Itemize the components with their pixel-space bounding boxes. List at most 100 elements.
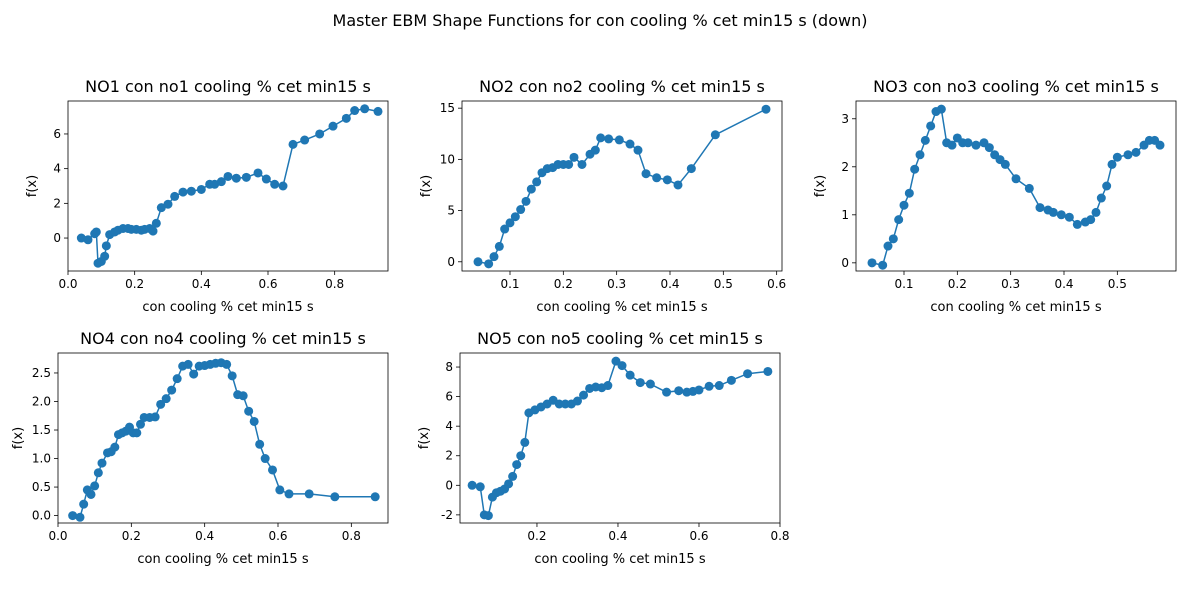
chart2-point bbox=[489, 252, 499, 262]
chart5-point bbox=[714, 381, 724, 391]
chart1-point bbox=[148, 226, 158, 236]
chart3-point bbox=[904, 188, 914, 198]
chart4-point bbox=[156, 399, 166, 409]
chart4-point bbox=[172, 374, 182, 384]
chart3-point bbox=[963, 138, 973, 148]
chart5-point bbox=[704, 381, 714, 391]
chart3-y-tick-label: 1 bbox=[841, 208, 849, 222]
chart3-point bbox=[915, 150, 925, 160]
chart5-point bbox=[603, 381, 613, 391]
chart3-x-tick-label: 0.3 bbox=[1001, 277, 1020, 291]
chart4-point bbox=[284, 489, 294, 499]
chart1-x-tick-label: 0.8 bbox=[325, 277, 344, 291]
chart3-point bbox=[1048, 207, 1058, 217]
chart2-point bbox=[633, 145, 643, 155]
chart1-x-axis-label: con cooling % cet min15 s bbox=[142, 300, 313, 315]
chart3-point bbox=[1131, 147, 1141, 157]
chart4-point bbox=[249, 416, 259, 426]
chart1-point bbox=[156, 203, 166, 213]
chart3-x-tick-label: 0.5 bbox=[1108, 277, 1127, 291]
chart4-y-tick-label: 0.5 bbox=[32, 480, 51, 494]
chart5-y-tick-label: 6 bbox=[445, 390, 453, 404]
chart4-x-tick-label: 0.2 bbox=[122, 529, 141, 543]
chart1-point bbox=[241, 172, 251, 182]
chart3-point bbox=[1056, 210, 1066, 220]
chart5-y-axis-label: f(x) bbox=[417, 427, 432, 449]
chart3-point bbox=[1102, 181, 1112, 191]
chart4-point bbox=[167, 385, 177, 395]
chart3-y-axis-label: f(x) bbox=[813, 175, 828, 197]
chart1-x-tick-label: 0.6 bbox=[258, 277, 277, 291]
chart2-x-tick-label: 0.6 bbox=[767, 277, 786, 291]
chart3-point bbox=[936, 104, 946, 114]
chart4-point bbox=[132, 428, 142, 438]
chart1-x-tick-label: 0.2 bbox=[125, 277, 144, 291]
chart5-point bbox=[579, 390, 589, 400]
chart3-y-tick-label: 0 bbox=[841, 256, 849, 270]
chart1-point bbox=[270, 179, 280, 189]
chart1-point bbox=[151, 218, 161, 228]
chart3-point bbox=[926, 121, 936, 131]
chart2-point bbox=[614, 135, 624, 145]
chart4-x-axis-label: con cooling % cet min15 s bbox=[137, 552, 308, 567]
chart2-point bbox=[505, 218, 515, 228]
chart5-y-tick-label: -2 bbox=[441, 508, 453, 522]
chart5-point bbox=[512, 460, 522, 470]
chart1-point bbox=[341, 113, 351, 123]
chart1-point bbox=[350, 106, 360, 116]
figure-suptitle: Master EBM Shape Functions for con cooli… bbox=[333, 11, 868, 30]
chart1-point bbox=[186, 186, 196, 196]
chart5-x-tick-label: 0.8 bbox=[770, 529, 789, 543]
chart5-point bbox=[625, 370, 635, 380]
chart5-point bbox=[763, 366, 773, 376]
chart5-point bbox=[520, 437, 530, 447]
chart2-y-tick-label: 0 bbox=[447, 255, 455, 269]
chart3-point bbox=[894, 215, 904, 225]
chart1-y-tick-label: 2 bbox=[53, 196, 61, 210]
chart1-point bbox=[278, 181, 288, 191]
chart5-point bbox=[694, 385, 704, 395]
chart2-point bbox=[484, 259, 494, 269]
chart2-point bbox=[673, 180, 683, 190]
chart2-x-axis-label: con cooling % cet min15 s bbox=[536, 300, 707, 315]
chart3-point bbox=[1086, 215, 1096, 225]
chart1-point bbox=[261, 174, 271, 184]
chart2-point bbox=[761, 104, 771, 114]
chart4-point bbox=[255, 439, 265, 449]
chart1-axes-frame bbox=[67, 100, 389, 272]
chart5-point bbox=[674, 386, 684, 396]
chart2-point bbox=[532, 177, 542, 187]
chart3-point bbox=[1096, 193, 1106, 203]
chart2-point bbox=[521, 196, 531, 206]
chart3-point bbox=[1000, 159, 1010, 169]
chart3-point bbox=[1024, 183, 1034, 193]
chart3-point bbox=[947, 140, 957, 150]
chart4-point bbox=[238, 391, 248, 401]
chart2-point bbox=[564, 159, 574, 169]
subplot-no2: NO2 con no2 cooling % cet min15 s 0.1 0.2 0… bbox=[419, 77, 786, 315]
chart2-x-tick-label: 0.4 bbox=[660, 277, 679, 291]
chart2-point bbox=[526, 184, 536, 194]
chart2-point bbox=[641, 169, 651, 179]
chart3-point bbox=[1091, 207, 1101, 217]
chart5-point bbox=[508, 471, 518, 481]
chart5-point bbox=[635, 378, 645, 388]
chart1-x-tick-label: 0.0 bbox=[58, 277, 77, 291]
chart3-x-tick-label: 0.4 bbox=[1054, 277, 1073, 291]
chart4-point bbox=[189, 369, 199, 379]
chart5-x-tick-label: 0.6 bbox=[689, 529, 708, 543]
chart5-point bbox=[726, 375, 736, 385]
chart3-point bbox=[920, 135, 930, 145]
subplot-no1: NO1 con no1 cooling % cet min15 s 0.0 0.2 0… bbox=[25, 77, 389, 315]
chart4-x-tick-label: 0.4 bbox=[195, 529, 214, 543]
chart4-point bbox=[93, 468, 103, 478]
chart4-x-tick-label: 0.6 bbox=[268, 529, 287, 543]
chart2-point bbox=[710, 130, 720, 140]
chart2-y-axis-label: f(x) bbox=[419, 175, 434, 197]
chart5-point bbox=[662, 387, 672, 397]
chart4-point bbox=[183, 359, 193, 369]
chart4-point bbox=[227, 371, 237, 381]
chart2-point bbox=[662, 175, 672, 185]
